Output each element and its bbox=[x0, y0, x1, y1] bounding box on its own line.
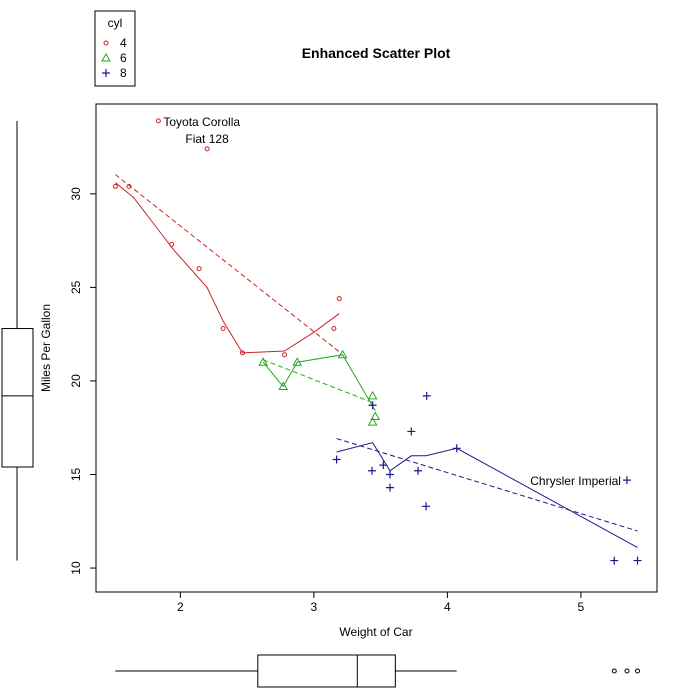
legend-marker-8 bbox=[102, 69, 110, 77]
data-point-cyl-8 bbox=[622, 476, 631, 485]
y-tick-label: 10 bbox=[69, 561, 83, 575]
data-point-cyl-8 bbox=[379, 461, 388, 470]
regression-line-8 bbox=[336, 438, 638, 532]
plot-frame bbox=[95, 103, 658, 593]
chart-title: Enhanced Scatter Plot bbox=[302, 45, 451, 61]
y-tick-label: 20 bbox=[69, 374, 83, 388]
data-point-cyl-8 bbox=[422, 502, 431, 511]
data-point-cyl-6 bbox=[292, 357, 303, 366]
point-label: Toyota Corolla bbox=[163, 115, 240, 129]
legend-label-4: 4 bbox=[120, 36, 127, 50]
data-point-cyl-4 bbox=[196, 266, 202, 272]
legend-box bbox=[94, 10, 136, 87]
data-point-cyl-6 bbox=[367, 417, 378, 426]
smooth-line-4 bbox=[115, 182, 340, 354]
regression-line-6 bbox=[262, 359, 376, 405]
y-axis-label: Miles Per Gallon bbox=[39, 304, 53, 392]
data-point-cyl-4 bbox=[169, 241, 175, 247]
data-point-cyl-4 bbox=[112, 183, 118, 189]
x-boxplot-outlier bbox=[611, 668, 617, 674]
data-point-cyl-6 bbox=[278, 381, 289, 391]
y-tick-label: 15 bbox=[69, 467, 83, 481]
data-point-cyl-6 bbox=[367, 390, 378, 400]
data-point-cyl-4 bbox=[204, 146, 210, 152]
x-boxplot-box bbox=[257, 654, 396, 688]
y-boxplot-box bbox=[1, 328, 34, 468]
data-point-cyl-4 bbox=[336, 296, 342, 302]
smooth-line-8 bbox=[336, 442, 638, 548]
legend-marker-4 bbox=[103, 40, 109, 46]
data-point-cyl-4 bbox=[331, 326, 337, 332]
data-point-cyl-8 bbox=[414, 466, 423, 475]
legend-label-8: 8 bbox=[120, 66, 127, 80]
data-point-cyl-6 bbox=[370, 411, 381, 420]
regression-line-4 bbox=[115, 174, 340, 353]
x-tick-label: 2 bbox=[177, 600, 184, 614]
data-point-cyl-4 bbox=[126, 183, 132, 189]
data-point-cyl-8 bbox=[610, 556, 619, 565]
smooth-line-6 bbox=[262, 354, 376, 412]
point-label: Fiat 128 bbox=[185, 132, 229, 146]
data-point-cyl-8 bbox=[452, 444, 461, 453]
legend: cyl 4 6 8 bbox=[94, 10, 136, 87]
data-point-cyl-6 bbox=[258, 357, 269, 366]
data-point-cyl-8 bbox=[407, 427, 416, 436]
x-tick-label: 5 bbox=[578, 600, 585, 614]
x-boxplot-outlier bbox=[624, 668, 630, 674]
x-tick-label: 4 bbox=[444, 600, 451, 614]
data-point-cyl-8 bbox=[385, 483, 394, 492]
legend-label-6: 6 bbox=[120, 51, 127, 65]
data-point-cyl-4 bbox=[155, 118, 161, 124]
data-point-cyl-6 bbox=[337, 349, 348, 359]
y-tick-label: 30 bbox=[69, 187, 83, 201]
data-point-cyl-8 bbox=[633, 556, 642, 565]
data-point-cyl-4 bbox=[282, 352, 288, 358]
point-label: Chrysler Imperial bbox=[530, 474, 621, 488]
x-axis-label: Weight of Car bbox=[339, 625, 412, 639]
data-point-cyl-4 bbox=[239, 350, 245, 356]
data-point-cyl-8 bbox=[367, 466, 376, 475]
x-tick-label: 3 bbox=[311, 600, 318, 614]
x-boxplot-outlier bbox=[635, 668, 641, 674]
data-point-cyl-8 bbox=[332, 455, 341, 464]
legend-title: cyl bbox=[108, 16, 123, 30]
legend-marker-6 bbox=[101, 52, 111, 62]
data-point-cyl-4 bbox=[220, 326, 226, 332]
data-point-cyl-8 bbox=[385, 470, 394, 479]
data-point-cyl-8 bbox=[368, 401, 377, 410]
data-point-cyl-8 bbox=[422, 391, 431, 400]
y-tick-label: 25 bbox=[69, 280, 83, 294]
